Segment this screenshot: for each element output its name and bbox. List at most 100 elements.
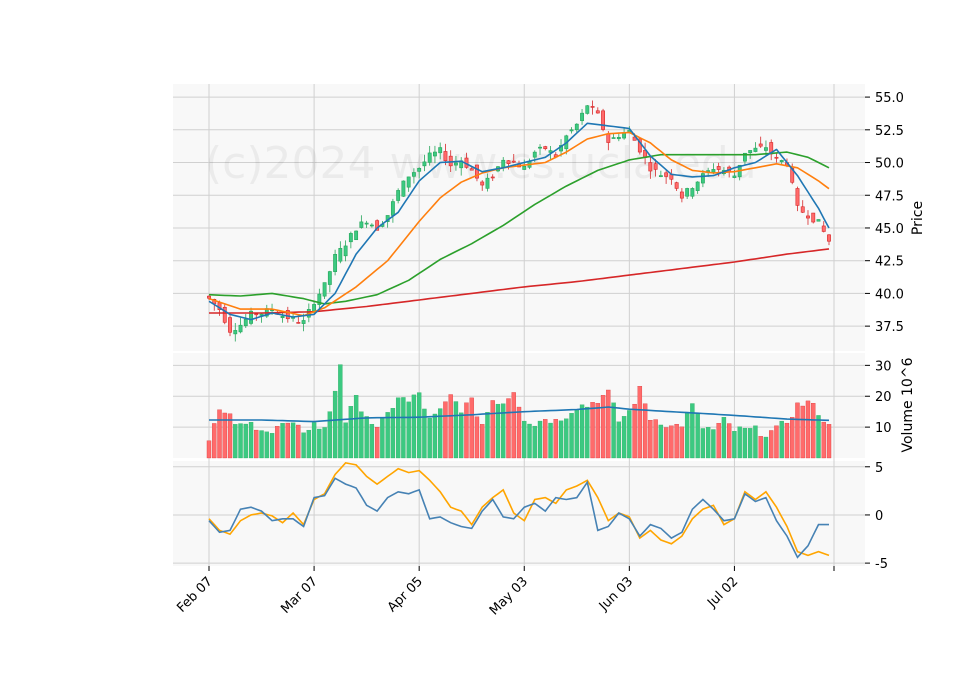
volume-bar [227, 413, 233, 459]
candle-body [690, 188, 695, 197]
candle-body [648, 162, 653, 172]
oscillator-tick-label: 0 [875, 509, 883, 524]
volume-bar [432, 413, 438, 459]
candle-body [685, 188, 690, 197]
volume-bar [464, 402, 469, 459]
candle-body [490, 176, 495, 179]
volume-bar [212, 423, 217, 459]
volume-bar [574, 409, 579, 459]
volume-bar [385, 412, 390, 459]
candle-body [369, 224, 374, 227]
volume-bar [543, 419, 548, 459]
volume-bar [774, 425, 779, 459]
candle-body [375, 220, 380, 231]
candle-body [411, 172, 416, 177]
volume-bar [532, 425, 537, 459]
candle-body [758, 143, 763, 147]
volume-bar [343, 422, 348, 459]
sma-slow-line [208, 151, 830, 305]
candle-body [396, 190, 401, 201]
candle-body [485, 177, 490, 189]
volume-bar [243, 423, 248, 459]
volume-bar [737, 426, 742, 459]
candle-body [590, 106, 595, 108]
candle-body [795, 188, 800, 206]
volume-bar [332, 390, 338, 459]
oscillator-tick-label: -5 [875, 557, 888, 572]
volume-bar [553, 419, 558, 459]
candle-body [296, 322, 301, 324]
volume-bar [480, 424, 485, 459]
candle-body [601, 110, 605, 130]
candle-body [811, 212, 816, 223]
volume-tick-label: 30 [875, 359, 892, 374]
candle-body [233, 330, 238, 335]
candle-body [574, 123, 579, 131]
volume-bar [753, 425, 758, 459]
volume-bar [769, 430, 774, 459]
candle-body [800, 206, 805, 213]
volume-bar [590, 402, 595, 459]
volume-bar [621, 416, 627, 459]
candle-body [427, 152, 432, 163]
candle-body [406, 176, 411, 188]
candle-body [333, 254, 338, 272]
volume-bar [364, 416, 369, 459]
volume-bar [637, 386, 643, 459]
volume-bar [669, 425, 674, 459]
volume-bar [280, 423, 285, 459]
candle-body [653, 163, 658, 170]
candle-body [364, 222, 369, 225]
sma-mid-line [208, 131, 830, 317]
watermark: (c)2024 www.cs.ucla.edu [205, 138, 757, 189]
candle-body [611, 137, 616, 139]
candle-body [322, 282, 327, 297]
volume-axis-label: Volume 10^6 [900, 357, 916, 452]
candle-body [228, 317, 232, 333]
price-tick-label: 52.5 [875, 124, 904, 139]
volume-bar [648, 420, 653, 459]
price-tick-label: 37.5 [875, 320, 904, 335]
volume-bar [406, 401, 411, 459]
volume-bar [821, 421, 826, 459]
price-tick-label: 50.0 [875, 157, 904, 172]
volume-ma-line [209, 406, 830, 423]
volume-bar [506, 398, 511, 459]
candle-body [538, 146, 542, 149]
candle-body [821, 225, 826, 232]
candle-body [743, 152, 747, 162]
volume-bar [826, 424, 832, 459]
volume-bar [758, 436, 763, 459]
volume-bar [469, 397, 474, 459]
oscillator-line-b [208, 477, 829, 559]
volume-bar [290, 422, 296, 459]
volume-bar [453, 401, 459, 459]
volume-bar [448, 394, 453, 459]
volume-bar [721, 417, 727, 459]
volume-bar [485, 412, 490, 459]
candle-body [532, 151, 537, 158]
price-tick-label: 40.0 [875, 287, 904, 302]
candle-body [585, 105, 590, 114]
volume-bar [490, 400, 495, 459]
candle-body [543, 146, 548, 150]
candle-body [207, 295, 211, 299]
candle-body [664, 172, 669, 177]
candle-body [622, 132, 627, 139]
volume-bar [805, 400, 811, 459]
volume-bar [459, 412, 464, 459]
volume-bar [585, 406, 590, 459]
price-tick-label: 47.5 [875, 189, 904, 204]
volume-bar [763, 436, 769, 459]
candle-body [280, 315, 285, 319]
volume-bar [611, 402, 616, 459]
volume-bar [275, 426, 280, 459]
volume-bar [695, 412, 700, 459]
volume-bar [569, 413, 574, 459]
volume-bar [642, 403, 648, 459]
candle-body [753, 147, 758, 152]
candle-body [475, 164, 479, 179]
volume-bar [790, 417, 795, 459]
candle-body [779, 160, 784, 163]
candle-body [748, 150, 753, 154]
